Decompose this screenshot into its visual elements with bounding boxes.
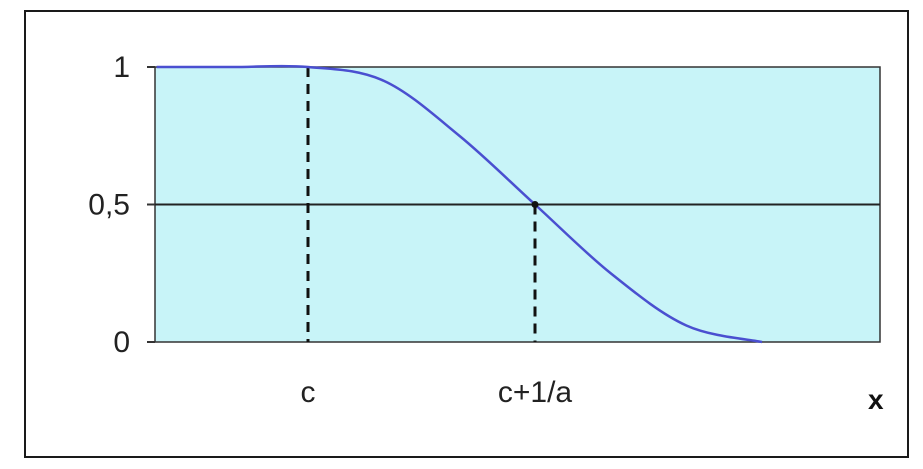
midpoint-marker: [531, 201, 539, 208]
x-tick-label: c+1/a: [498, 376, 573, 409]
y-tick-label: 1: [113, 51, 130, 84]
x-tick-label: c: [301, 376, 316, 409]
y-tick-labels: 10,50: [88, 51, 155, 359]
x-axis-label: x: [868, 384, 884, 415]
x-tick-labels: c c+1/a: [301, 376, 573, 409]
y-tick-label: 0: [113, 326, 130, 359]
series-line: [156, 64, 763, 344]
guide-lines: [306, 67, 537, 342]
y-tick-label: 0,5: [88, 189, 130, 222]
